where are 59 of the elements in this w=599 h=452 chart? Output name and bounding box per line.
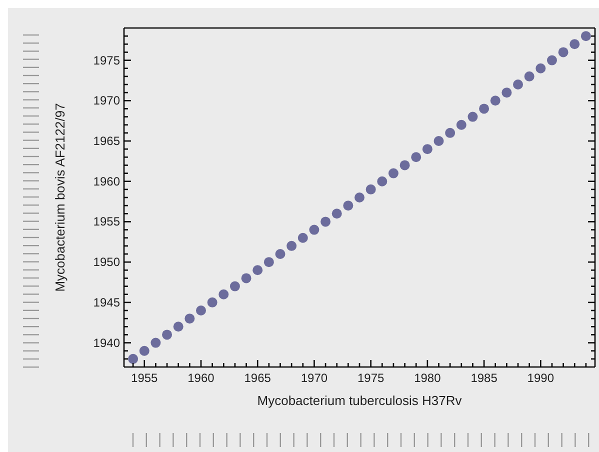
point <box>536 63 546 74</box>
point <box>354 192 364 202</box>
point <box>252 265 263 276</box>
x-tick-label: 1955 <box>131 371 158 385</box>
point <box>434 136 444 146</box>
point <box>139 346 150 356</box>
point <box>196 306 206 316</box>
point <box>400 160 410 170</box>
point <box>558 47 568 58</box>
point <box>479 104 490 114</box>
point <box>456 120 466 130</box>
x-tick-label: 1960 <box>188 371 215 385</box>
point <box>309 224 320 235</box>
point <box>218 289 229 300</box>
x-tick-label: 1975 <box>357 371 384 385</box>
y-tick-label: 1970 <box>93 94 120 108</box>
point <box>275 249 286 259</box>
point <box>524 71 534 82</box>
point <box>184 314 195 324</box>
y-tick-label: 1960 <box>93 174 120 188</box>
x-tick-label: 1990 <box>527 371 554 385</box>
y-tick-label: 1950 <box>93 255 120 270</box>
point <box>150 338 161 348</box>
point <box>332 208 342 219</box>
point <box>445 128 456 138</box>
x-tick-label: 1980 <box>414 371 442 385</box>
x-tick-label: 1970 <box>300 371 328 385</box>
point <box>241 273 252 284</box>
y-tick-label: 1945 <box>93 295 120 310</box>
y-tick-label: 1965 <box>93 134 120 148</box>
x-axis-title: Mycobacterium tuberculosis H37Rv <box>257 393 462 408</box>
point <box>128 354 138 364</box>
point <box>366 184 376 194</box>
point <box>580 31 591 42</box>
point <box>468 112 478 122</box>
point <box>388 168 398 178</box>
point <box>320 216 331 227</box>
point <box>546 55 557 66</box>
point <box>298 232 308 243</box>
y-tick-label: 1940 <box>93 336 120 350</box>
point <box>502 88 512 98</box>
point <box>207 297 218 308</box>
x-tick-label: 1965 <box>244 371 272 385</box>
point <box>286 240 297 251</box>
point <box>570 39 580 50</box>
point <box>422 144 432 154</box>
point <box>230 281 240 292</box>
point <box>162 330 172 340</box>
y-axis-title: Mycobacterium bovis AF2122/97 <box>52 103 68 292</box>
x-tick-label: 1985 <box>470 371 498 385</box>
point <box>377 176 388 186</box>
point <box>173 322 184 332</box>
point <box>490 96 500 106</box>
y-tick-label: 1975 <box>93 53 120 68</box>
point <box>264 257 274 268</box>
point <box>343 200 354 211</box>
y-tick-label: 1955 <box>93 214 120 229</box>
point <box>513 80 524 90</box>
point <box>411 152 422 162</box>
